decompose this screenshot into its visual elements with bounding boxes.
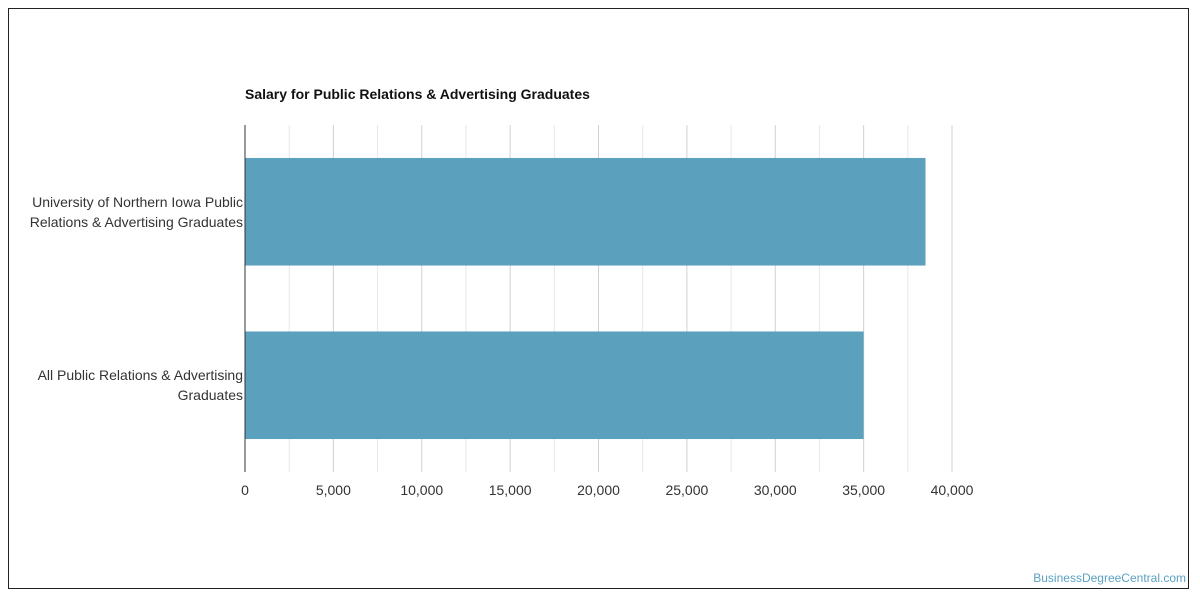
x-tick-label: 20,000 [577, 482, 620, 498]
x-tick-label: 35,000 [842, 482, 885, 498]
category-label-uni: University of Northern Iowa Public Relat… [29, 193, 243, 230]
x-tick-label: 25,000 [665, 482, 708, 498]
x-tick-label: 15,000 [489, 482, 532, 498]
bar-1[interactable] [245, 331, 864, 440]
x-tick-label: 40,000 [931, 482, 974, 498]
x-tick-label: 0 [241, 482, 249, 498]
bars [245, 157, 926, 440]
x-tick-label: 30,000 [754, 482, 797, 498]
x-tick-label: 10,000 [400, 482, 443, 498]
x-tick-label: 5,000 [316, 482, 351, 498]
bar-0[interactable] [245, 157, 926, 266]
x-tick-labels: 0 5,000 10,000 15,000 20,000 25,000 30,000 35,0… [241, 482, 974, 498]
chart-title: Salary for Public Relations & Advertisin… [245, 86, 590, 102]
source-watermark[interactable]: BusinessDegreeCentral.com [1033, 571, 1186, 585]
category-label-all: All Public Relations & Advertising Gradu… [37, 367, 243, 404]
